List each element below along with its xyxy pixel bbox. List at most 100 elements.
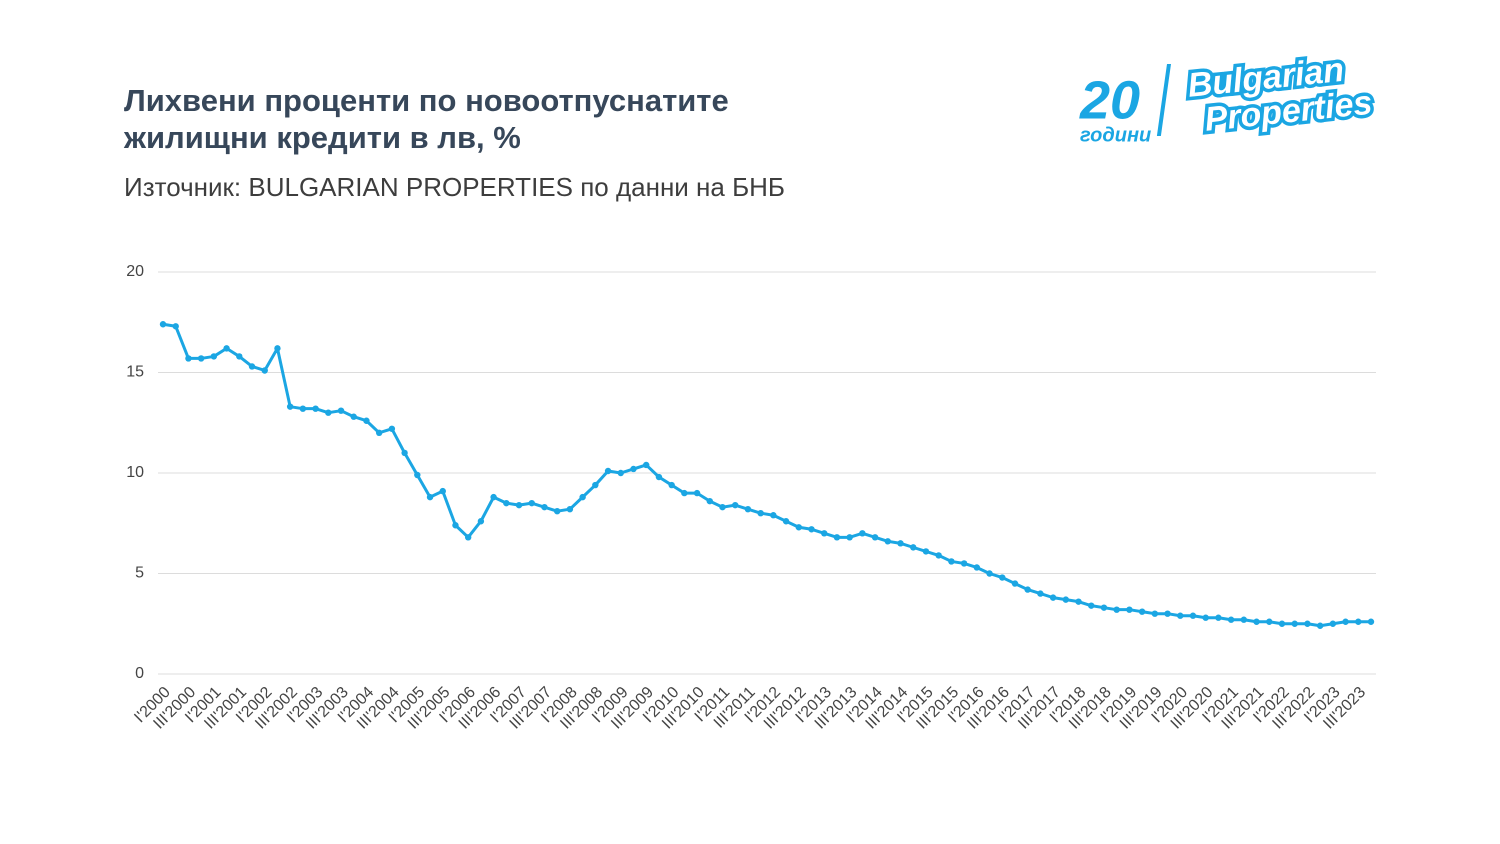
point [846,534,853,541]
point [706,497,713,505]
point [935,552,942,559]
point [299,405,307,412]
point [401,449,408,457]
point [566,505,574,513]
point [1202,614,1209,621]
point [897,540,904,547]
point [363,417,370,424]
point [1227,616,1235,623]
point [553,507,561,515]
point [1011,580,1019,587]
point [1075,598,1082,605]
point [388,425,396,432]
y-tick-label: 20 [126,263,144,280]
point [782,518,790,525]
point [464,534,472,541]
point [732,501,739,509]
point [948,558,955,565]
point [973,564,981,571]
point [1049,594,1057,601]
point [350,413,357,420]
point [515,501,523,509]
point [1151,610,1159,617]
point [1024,586,1031,593]
point [1367,618,1375,625]
point [452,522,459,529]
point [579,493,586,501]
point [248,363,256,370]
point [1253,618,1260,625]
point [1342,618,1349,625]
point [1240,616,1248,623]
point [1355,618,1362,625]
point [541,503,548,511]
point [1189,612,1197,619]
chart-subtitle: Източник: BULGARIAN PROPERTIES по данни … [124,172,785,202]
point [236,353,243,360]
point [630,465,637,473]
point [1266,618,1273,625]
point [592,481,599,489]
point [286,403,294,410]
point [604,467,612,475]
point [426,493,434,501]
point [1113,606,1120,613]
point [884,538,891,545]
point [1088,602,1095,609]
point [922,548,930,555]
point [1291,620,1298,627]
point [681,489,688,497]
point [185,355,192,362]
point [770,512,777,519]
y-tick-label: 0 [135,665,144,682]
point [477,518,485,525]
point [1177,612,1184,619]
point [1062,596,1070,603]
point [808,526,815,533]
point [795,524,802,531]
point [757,510,764,517]
point [1304,620,1311,627]
point [668,481,675,489]
point [375,429,383,436]
point [528,499,535,507]
point [655,473,663,481]
point [1138,608,1146,615]
point [312,405,319,412]
chart-title: Лихвени проценти по новоотпуснатите жили… [124,83,729,155]
y-tick-label: 5 [135,565,144,582]
point [414,471,421,479]
point [643,461,650,469]
point [197,355,205,362]
point [859,530,866,537]
point [744,505,752,513]
point [960,560,968,567]
point [325,409,332,416]
point [1100,604,1108,611]
point [986,570,993,577]
point [439,487,446,495]
point [1037,590,1044,597]
point [210,353,218,360]
point [1164,610,1171,617]
point [871,534,879,541]
point [1126,606,1133,613]
point [910,544,917,551]
point [1215,614,1222,621]
point [159,321,167,328]
point [999,574,1006,581]
point [490,493,497,501]
point [261,367,268,374]
point [337,407,345,414]
point [172,323,179,330]
point [719,503,726,511]
point [833,534,841,541]
point [693,489,701,497]
line [162,322,1371,628]
y-tick-label: 10 [126,464,144,481]
point [223,345,230,352]
point [274,345,281,352]
point [617,469,624,477]
